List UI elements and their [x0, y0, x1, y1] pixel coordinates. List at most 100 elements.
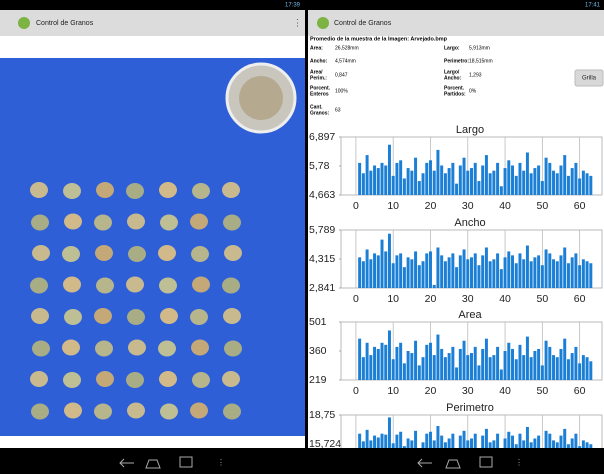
- bar: [425, 253, 428, 288]
- x-tick-label: 60: [574, 293, 586, 305]
- bar: [366, 249, 369, 288]
- bar: [500, 186, 503, 195]
- bar: [436, 335, 439, 380]
- bar: [492, 171, 495, 195]
- stat-value: 5,913mm: [469, 45, 490, 51]
- bar: [451, 347, 454, 380]
- bar: [492, 259, 495, 288]
- heading: Promedio de la muestra de la Imagen: Arv…: [310, 36, 448, 42]
- bar: [455, 367, 458, 380]
- bar: [559, 165, 562, 195]
- bar: [466, 259, 469, 288]
- stat-value: 0,847: [335, 72, 348, 78]
- bar: [418, 265, 421, 288]
- bar: [459, 165, 462, 195]
- stat-label: Largo:: [444, 45, 460, 51]
- bar: [470, 168, 473, 195]
- x-tick-label: 50: [536, 385, 548, 397]
- grain: [94, 215, 112, 231]
- y-tick-label: 360: [309, 345, 327, 357]
- bar: [515, 176, 518, 195]
- grain: [62, 340, 80, 356]
- grain: [32, 245, 50, 261]
- bar: [358, 163, 361, 195]
- grain: [64, 403, 82, 419]
- grain: [96, 182, 114, 198]
- bar: [541, 181, 544, 195]
- bar: [410, 353, 413, 380]
- app-icon[interactable]: [18, 17, 30, 29]
- bar: [522, 171, 525, 195]
- bar: [526, 246, 529, 288]
- petri-dish-center: [239, 76, 283, 120]
- bar: [444, 357, 447, 380]
- grain: [158, 341, 176, 357]
- bar: [574, 253, 577, 288]
- bar: [395, 255, 398, 288]
- bar: [403, 267, 406, 288]
- grain: [160, 215, 178, 231]
- grain: [63, 277, 81, 293]
- menu[interactable]: ⋮: [293, 17, 302, 27]
- grain: [224, 245, 242, 261]
- x-tick-label: 20: [425, 385, 437, 397]
- bar: [377, 255, 380, 288]
- screenshot: 17:39 Control de Granos ⋮ 17:41 Control …: [0, 0, 604, 474]
- bar: [477, 265, 480, 288]
- bar: [414, 158, 417, 195]
- app-icon[interactable]: [317, 17, 329, 29]
- grain: [127, 214, 145, 230]
- stat-label: Area:: [310, 45, 323, 51]
- bar: [582, 259, 585, 288]
- grain: [223, 308, 241, 324]
- chart-title: Largo: [456, 124, 484, 136]
- stat-label: Ancho:: [444, 75, 462, 81]
- bar: [537, 165, 540, 195]
- bar: [433, 171, 436, 195]
- bar: [392, 359, 395, 380]
- bar: [504, 351, 507, 380]
- bar: [373, 165, 376, 195]
- grid-button-label[interactable]: Grilla: [582, 76, 597, 82]
- grain: [158, 245, 176, 261]
- bar: [556, 261, 559, 288]
- status-bar: [0, 0, 305, 10]
- bar: [407, 257, 410, 288]
- bar: [489, 261, 492, 288]
- nav-menu[interactable]: ⋮: [217, 458, 225, 467]
- x-tick-label: 10: [387, 385, 399, 397]
- grain: [64, 309, 82, 325]
- bar: [485, 339, 488, 380]
- bar: [366, 343, 369, 380]
- grain: [30, 371, 48, 387]
- bar: [425, 345, 428, 380]
- bar: [377, 168, 380, 195]
- bar: [384, 165, 387, 195]
- nav-menu[interactable]: ⋮: [515, 458, 523, 467]
- grain: [192, 372, 210, 388]
- bar: [489, 173, 492, 195]
- bar: [574, 163, 577, 195]
- bar: [485, 247, 488, 288]
- y-tick-label: 4,663: [309, 189, 335, 201]
- bar: [481, 165, 484, 195]
- bar: [373, 253, 376, 288]
- bar: [533, 351, 536, 380]
- bar: [418, 181, 421, 195]
- bar: [422, 261, 425, 288]
- stat-value: 1,293: [469, 72, 482, 78]
- chart-title: Ancho: [454, 217, 485, 229]
- bar: [533, 168, 536, 195]
- bar: [571, 353, 574, 380]
- bar: [451, 253, 454, 288]
- bar: [504, 257, 507, 288]
- bar: [578, 363, 581, 380]
- x-tick-label: 0: [353, 385, 359, 397]
- bar: [559, 349, 562, 380]
- bar: [507, 160, 510, 195]
- grain: [126, 183, 144, 199]
- grain: [192, 183, 210, 199]
- grain: [31, 404, 49, 420]
- bar: [578, 265, 581, 288]
- grain: [31, 308, 49, 324]
